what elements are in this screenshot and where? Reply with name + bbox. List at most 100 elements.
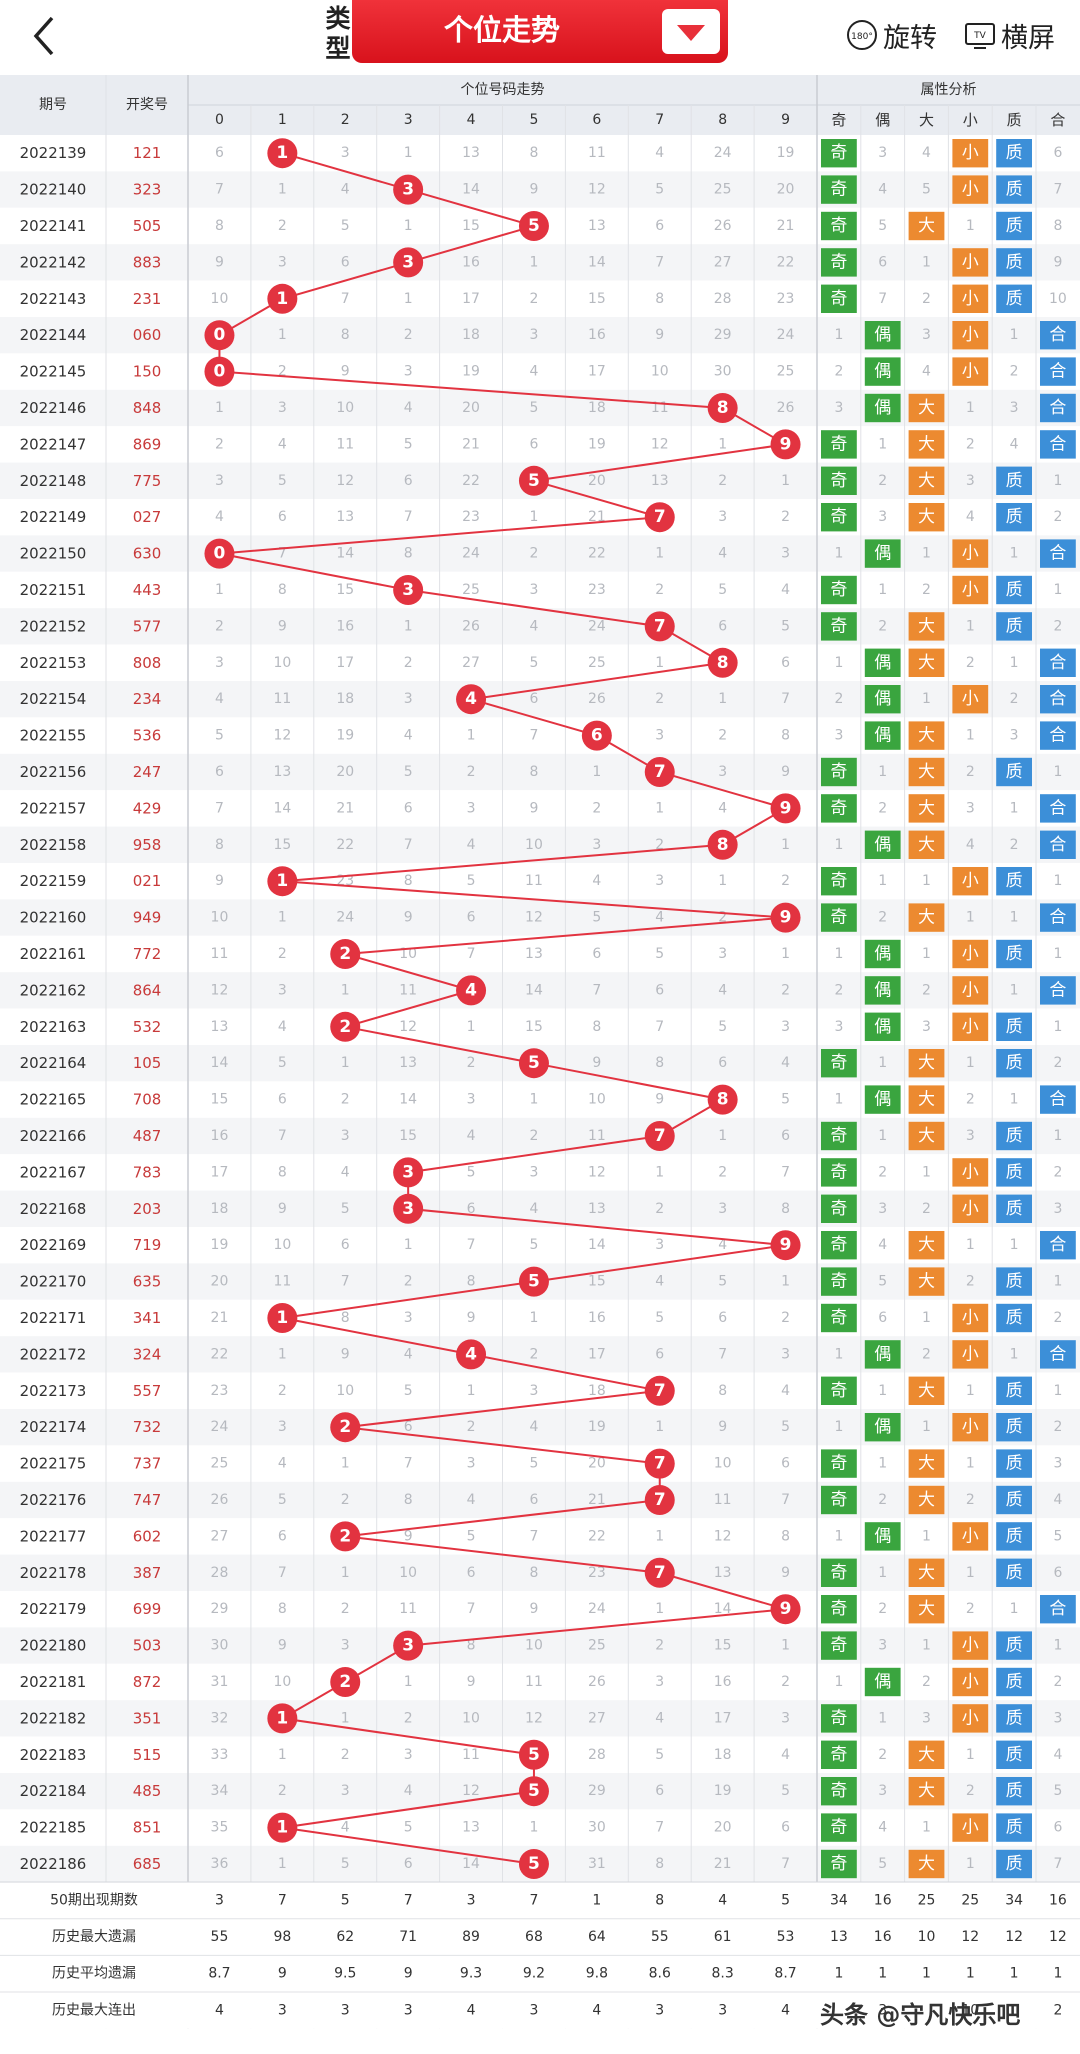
period-cell: 2022173 (20, 1382, 87, 1400)
attr-miss-cell: 4 (878, 1237, 887, 1253)
attr-miss-cell: 2 (1053, 509, 1062, 525)
period-cell: 2022186 (20, 1855, 87, 1873)
miss-count-cell: 14 (462, 1856, 480, 1872)
miss-count-cell: 23 (588, 1565, 606, 1581)
table-row (0, 316, 1080, 354)
winning-digit-label: 2 (339, 1017, 351, 1037)
digit-header: 0 (215, 112, 224, 128)
miss-count-cell: 5 (529, 1237, 538, 1253)
miss-count-cell: 28 (211, 1565, 229, 1581)
period-cell: 2022144 (20, 326, 87, 344)
attr-hit-badge (908, 1376, 945, 1405)
stats-digit-value: 7 (404, 1892, 413, 1908)
attr-hit-badge (1039, 539, 1076, 568)
miss-count-cell: 1 (278, 1856, 287, 1872)
stats-digit-value: 62 (336, 1929, 354, 1945)
attr-miss-cell: 1 (922, 1419, 931, 1435)
dropdown-toggle[interactable] (662, 9, 720, 54)
attr-miss-cell: 2 (922, 1201, 931, 1217)
attr-hit-badge (820, 866, 857, 896)
period-cell: 2022140 (20, 181, 87, 199)
rotate-button[interactable]: 180° 旋转 (845, 15, 937, 55)
miss-count-cell: 34 (211, 1783, 229, 1799)
draw-number-cell: 387 (133, 1564, 162, 1582)
stats-digit-value: 4 (592, 2002, 601, 2018)
attr-miss-cell: 1 (922, 946, 931, 962)
draw-number-cell: 323 (133, 181, 162, 199)
attr-miss-cell: 1 (834, 327, 843, 343)
table-row (0, 498, 1080, 536)
attr-hit-label: 大 (918, 1235, 935, 1255)
miss-count-cell: 10 (651, 364, 669, 380)
trend-type-select[interactable]: 个位走势 (352, 0, 728, 63)
winning-digit-ball (518, 1739, 549, 1770)
period-cell: 2022142 (20, 253, 87, 271)
miss-count-cell: 5 (341, 218, 350, 234)
attr-miss-cell: 2 (878, 473, 887, 489)
period-cell: 2022141 (20, 217, 87, 235)
attr-hit-label: 奇 (830, 1490, 847, 1510)
attr-hit-label: 质 (1006, 1053, 1023, 1073)
period-cell: 2022161 (20, 945, 87, 963)
attr-hit-label: 小 (962, 1636, 979, 1656)
miss-count-cell: 4 (278, 1019, 287, 1035)
miss-count-cell: 4 (341, 1820, 350, 1836)
attr-miss-cell: 4 (922, 364, 931, 380)
winning-digit-ball (644, 1484, 675, 1515)
miss-count-cell: 6 (404, 1856, 413, 1872)
attr-hit-label: 小 (962, 1162, 979, 1182)
period-cell: 2022162 (20, 981, 87, 999)
miss-count-cell: 1 (404, 291, 413, 307)
attr-miss-cell: 1 (878, 873, 887, 889)
miss-count-cell: 9 (278, 1201, 287, 1217)
miss-count-cell: 7 (404, 1456, 413, 1472)
stats-digit-value: 55 (211, 1929, 229, 1945)
miss-count-cell: 6 (592, 946, 601, 962)
miss-count-cell: 23 (777, 291, 795, 307)
landscape-button[interactable]: TV 横屏 (963, 15, 1055, 55)
miss-count-cell: 2 (404, 1710, 413, 1726)
draw-number-cell: 121 (133, 144, 162, 162)
winning-digit-label: 7 (654, 1563, 666, 1583)
miss-count-cell: 2 (404, 1274, 413, 1290)
stats-digit-value: 9.2 (523, 1966, 545, 1982)
attr-hit-label: 大 (918, 1854, 935, 1874)
attr-miss-cell: 3 (922, 1019, 931, 1035)
attr-hit-badge (996, 284, 1032, 313)
miss-count-cell: 2 (655, 1638, 664, 1654)
attr-hit-label: 小 (962, 143, 979, 163)
period-cell: 2022159 (20, 872, 87, 890)
winning-digit-ball (644, 1120, 675, 1151)
miss-count-cell: 2 (781, 873, 790, 889)
attr-hit-label: 大 (918, 216, 935, 236)
attr-hit-badge (908, 1121, 945, 1151)
back-arrow-icon[interactable] (22, 12, 66, 60)
miss-count-cell: 5 (781, 1783, 790, 1799)
winning-digit-label: 0 (214, 544, 226, 564)
miss-count-cell: 23 (211, 1383, 229, 1399)
miss-count-cell: 3 (529, 1383, 538, 1399)
miss-count-cell: 2 (781, 1310, 790, 1326)
stats-digit-value: 3 (404, 2002, 413, 2018)
winning-digit-label: 1 (276, 289, 288, 309)
miss-count-cell: 11 (588, 1128, 606, 1144)
winning-digit-ball (267, 1302, 298, 1333)
attr-miss-cell: 3 (922, 327, 931, 343)
table-row (0, 1299, 1080, 1337)
miss-count-cell: 13 (399, 1055, 417, 1071)
miss-count-cell: 3 (341, 1783, 350, 1799)
winning-digit-ball (707, 829, 738, 860)
attr-hit-label: 质 (1006, 471, 1023, 491)
attr-hit-badge (908, 1594, 945, 1624)
attr-hit-label: 小 (962, 580, 979, 600)
attr-miss-cell: 1 (966, 618, 975, 634)
miss-count-cell: 19 (714, 1783, 732, 1799)
miss-count-cell: 28 (588, 1747, 606, 1763)
attr-hit-label: 大 (918, 1381, 935, 1401)
attr-miss-cell: 1 (878, 582, 887, 598)
miss-count-cell: 8 (341, 327, 350, 343)
miss-count-cell: 8 (781, 728, 790, 744)
miss-count-cell: 17 (588, 1346, 606, 1362)
stats-digit-value: 9.5 (334, 1966, 356, 1982)
attr-miss-cell: 1 (834, 1092, 843, 1108)
